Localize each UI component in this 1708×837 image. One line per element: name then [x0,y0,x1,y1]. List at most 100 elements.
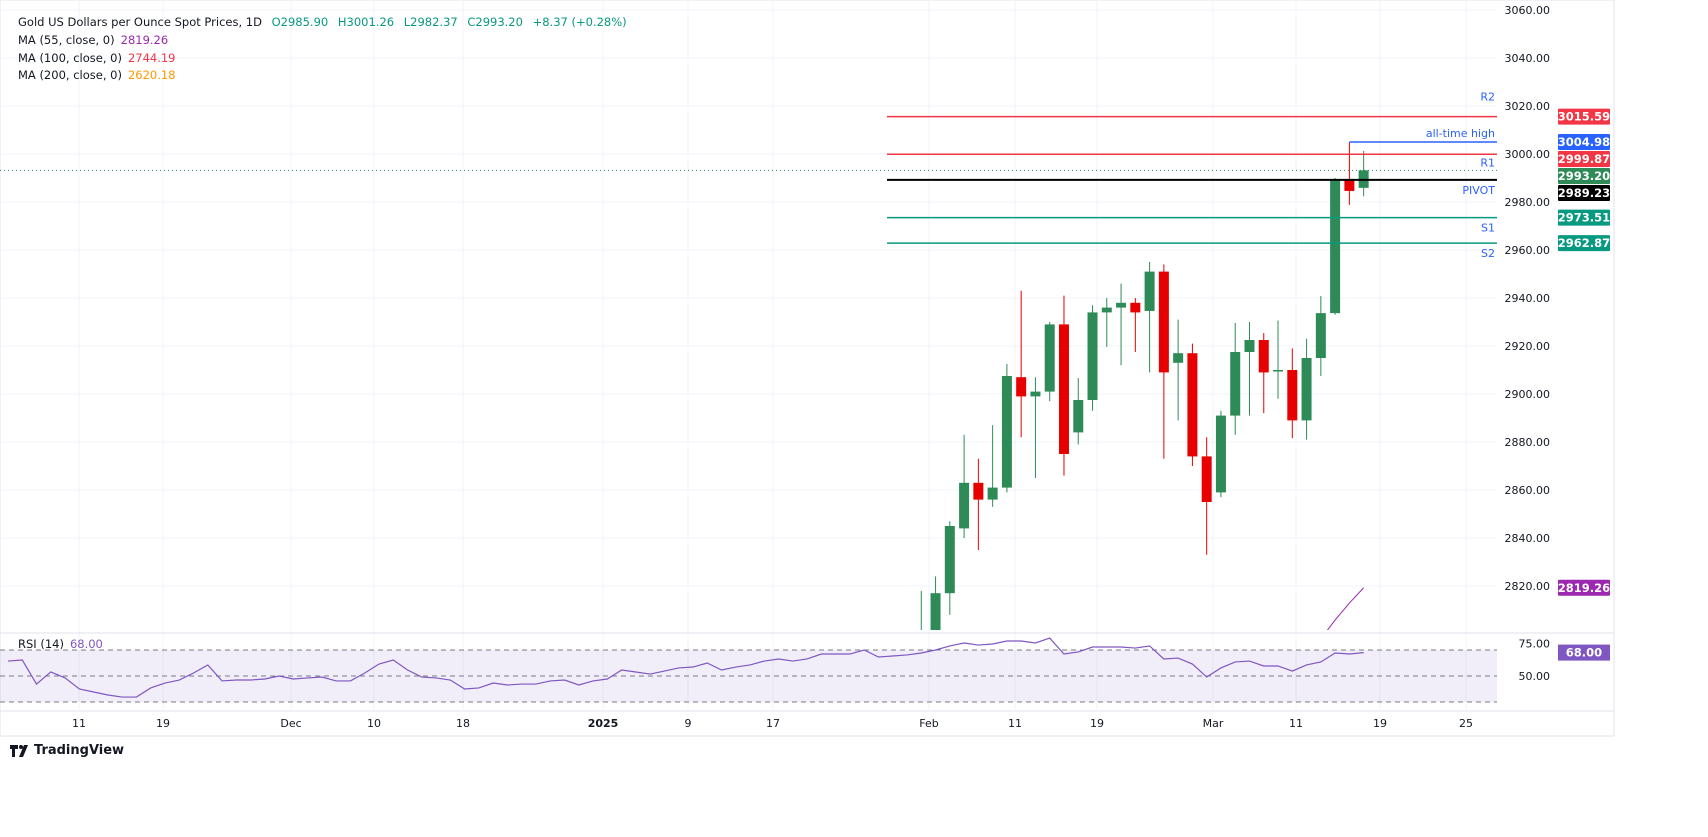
price-tick-label: 3060.00 [1505,4,1551,17]
candle-body[interactable] [973,482,984,500]
candle-body[interactable] [944,526,955,594]
ma55-line [1326,587,1365,630]
price-tick-label: 2940.00 [1505,292,1551,305]
x-tick-label: 17 [766,717,780,730]
level-label-r1: R1 [1480,156,1495,169]
rsi-value: 68.00 [69,637,103,651]
price-badge-s2-text: 2962.87 [1558,236,1610,250]
x-tick-label: 11 [72,717,86,730]
price-tick-label: 2920.00 [1505,340,1551,353]
price-badge-r2-text: 3015.59 [1558,110,1610,124]
price-badge-last-text: 2993.20 [1558,169,1610,183]
rsi-legend[interactable]: RSI (14) 68.00 [18,637,109,651]
x-tick-label: 11 [1008,717,1022,730]
candle-body[interactable] [1058,324,1069,454]
candle-body[interactable] [1001,376,1012,488]
candle-body[interactable] [1116,302,1127,308]
candle-body[interactable] [1273,370,1284,372]
candle-body[interactable] [1158,271,1169,373]
price-tick-label: 3000.00 [1505,148,1551,161]
ma100-legend[interactable]: MA (100, close, 0) 2744.19 [18,51,182,65]
ma200-legend[interactable]: MA (200, close, 0) 2620.18 [18,68,182,82]
x-tick-label: Mar [1203,717,1224,730]
rsi-badge [1558,644,1610,661]
rsi-line [7,637,1364,698]
rsi-badge-text: 68.00 [1566,646,1602,660]
candle-body[interactable] [1073,400,1084,433]
close-value: C2993.20 [467,15,523,29]
price-tick-label: 3040.00 [1505,52,1551,65]
ma200-value: 2620.18 [127,68,176,82]
x-tick-label: 9 [685,717,692,730]
candle-body[interactable] [1244,340,1255,352]
candle-body[interactable] [1173,353,1184,363]
level-label-s2: S2 [1481,247,1495,260]
brand-name: TradingView [34,743,125,758]
rsi-tick-label: 75.00 [1519,638,1551,651]
ma200-label: MA (200, close, 0) [18,68,122,82]
chart-frame [0,0,1615,737]
candle-body[interactable] [1215,415,1226,493]
price-tick-label: 2980.00 [1505,196,1551,209]
candle-body[interactable] [1230,352,1241,416]
all-time-high-label: all-time high [1426,127,1495,140]
rsi-label: RSI (14) [18,637,64,651]
candle-body[interactable] [1315,313,1326,358]
price-badge-ma55 [1558,579,1610,596]
candle-body[interactable] [1030,391,1041,397]
candle-body[interactable] [1287,370,1298,421]
price-tick-label: 2840.00 [1505,532,1551,545]
candle-body[interactable] [1130,302,1141,313]
candle-body[interactable] [1144,271,1155,311]
price-badge-r1-text: 2999.87 [1558,152,1610,166]
candle-body[interactable] [1344,178,1355,191]
price-badge-ath-text: 3004.98 [1558,135,1610,149]
price-badge-pivot-text: 2989.23 [1558,186,1610,200]
tradingview-logo-icon [10,744,28,757]
price-tick-label: 2820.00 [1505,580,1551,593]
price-badge-last [1558,168,1610,185]
price-tick-label: 2860.00 [1505,484,1551,497]
symbol-legend: Gold US Dollars per Ounce Spot Prices, 1… [18,15,633,29]
candle-body[interactable] [1301,358,1312,421]
symbol-title: Gold US Dollars per Ounce Spot Prices, 1… [18,15,262,29]
ma100-value: 2744.19 [127,51,176,65]
ma55-legend[interactable]: MA (55, close, 0) 2819.26 [18,33,174,47]
price-tick-label: 2880.00 [1505,436,1551,449]
candle-body[interactable] [987,487,998,500]
candle-body[interactable] [1187,353,1198,457]
price-badge-s1 [1558,209,1610,226]
tradingview-logo[interactable]: TradingView [10,743,124,758]
candle-body[interactable] [959,482,970,529]
price-tick-label: 2960.00 [1505,244,1551,257]
change-value: +8.37 (+0.28%) [532,15,627,29]
level-label-s1: S1 [1481,222,1495,235]
ma55-label: MA (55, close, 0) [18,33,115,47]
candle-body[interactable] [930,593,941,646]
candle-body[interactable] [1258,340,1269,373]
x-tick-label: 2025 [588,717,619,730]
price-badge-r2 [1558,108,1610,125]
x-tick-label: 19 [156,717,170,730]
candles [920,142,1369,646]
candle-body[interactable] [1330,178,1341,314]
candle-body[interactable] [1044,324,1055,392]
x-tick-label: Dec [280,717,301,730]
candle-body[interactable] [1087,312,1098,400]
x-tick-label: 25 [1459,717,1473,730]
x-tick-label: 11 [1289,717,1303,730]
candle-body[interactable] [1201,456,1212,502]
x-tick-label: 18 [456,717,470,730]
price-badge-r1 [1558,151,1610,168]
level-label-pivot: PIVOT [1462,184,1495,197]
price-badge-s1-text: 2973.51 [1558,211,1610,225]
candle-body[interactable] [1016,377,1027,397]
level-label-r2: R2 [1480,91,1495,104]
candle-body[interactable] [1101,307,1112,313]
x-tick-label: 19 [1090,717,1104,730]
low-value: L2982.37 [403,15,458,29]
x-tick-label: 19 [1373,717,1387,730]
price-badge-ma55-text: 2819.26 [1558,581,1610,595]
price-badge-s2 [1558,235,1610,252]
